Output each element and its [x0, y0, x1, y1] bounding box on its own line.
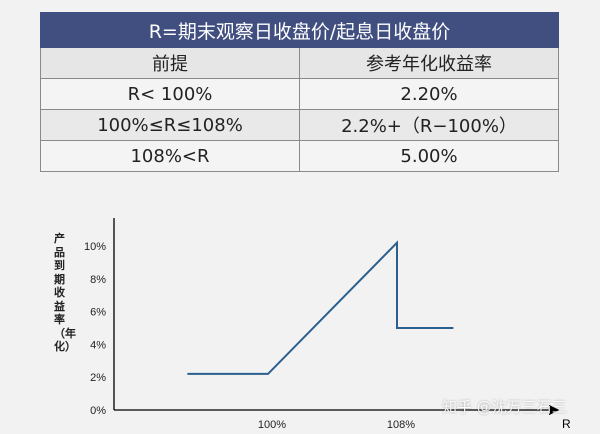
series-line [187, 240, 454, 375]
table-title: R=期末观察日收盘价/起息日收盘价 [40, 12, 559, 48]
table-header-row: 前提 参考年化收益率 [40, 47, 559, 79]
row-rate: 5.00% [299, 140, 559, 172]
row-rate: 2.2%+（R−100%） [299, 109, 559, 141]
y-tick-label: 10% [84, 241, 106, 253]
table-row: 108%<R 5.00% [40, 140, 559, 172]
row-condition: 100%≤R≤108% [40, 109, 300, 141]
row-condition: 108%<R [40, 140, 300, 172]
row-rate: 2.20% [299, 78, 559, 110]
y-tick-label: 4% [90, 339, 106, 351]
payoff-table: R=期末观察日收盘价/起息日收盘价 前提 参考年化收益率 R< 100% 2.2… [40, 12, 559, 172]
table-row: R< 100% 2.20% [40, 78, 559, 110]
y-tick-label: 2% [90, 372, 106, 384]
x-tick-label: 108% [387, 419, 415, 431]
table-row: 100%≤R≤108% 2.2%+（R−100%） [40, 109, 559, 141]
payoff-chart: 0% 2% 4% 6% 8% 10% 100% 108% R [84, 218, 571, 431]
y-tick-label: 6% [90, 307, 106, 319]
row-condition: R< 100% [40, 78, 300, 110]
y-tick-label: 8% [90, 274, 106, 286]
y-tick-label: 0% [90, 405, 106, 417]
header-rate: 参考年化收益率 [299, 47, 559, 79]
x-axis-label: R [562, 417, 571, 431]
header-condition: 前提 [40, 47, 300, 79]
watermark: 知乎 @沈万三石三 [442, 398, 567, 416]
x-tick-label: 100% [258, 419, 286, 431]
